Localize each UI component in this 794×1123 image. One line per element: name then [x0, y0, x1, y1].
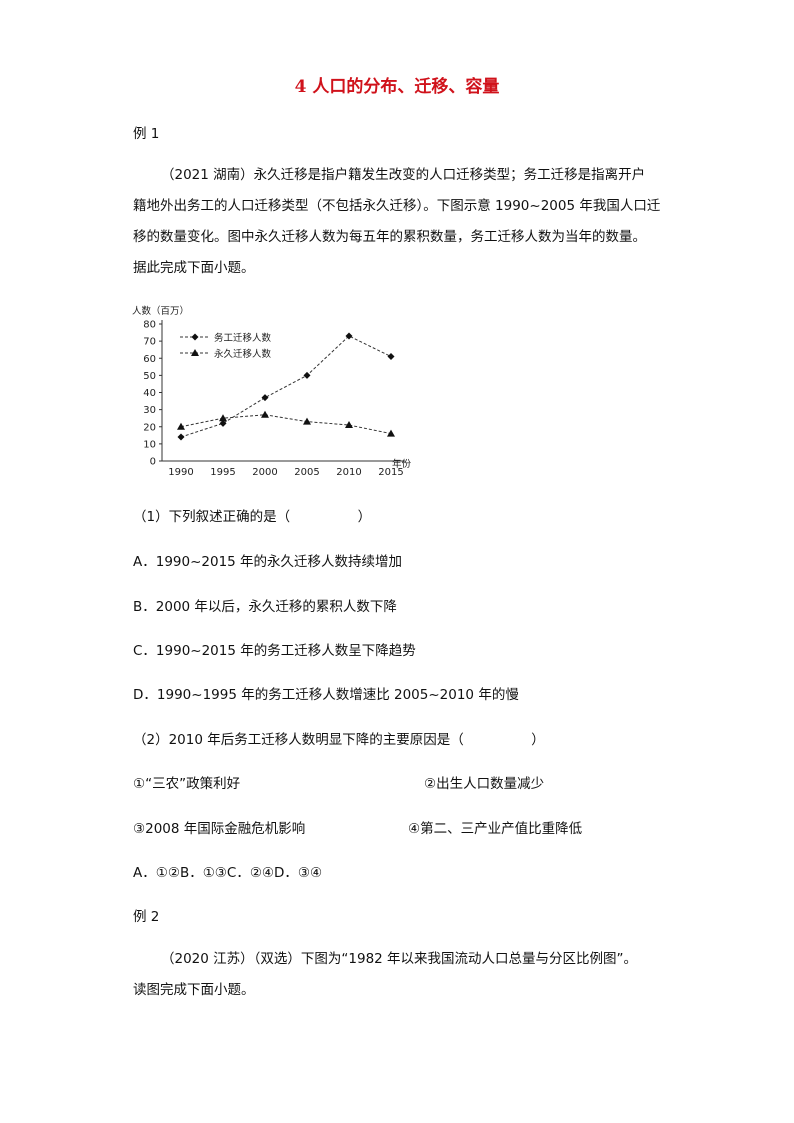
- question-2-item-1: ①“三农”政策利好: [133, 776, 241, 792]
- para-line: 籍地外出务工的人口迁移类型（不包括永久迁移）。下图示意 1990~2005 年我…: [133, 198, 661, 214]
- data-point: [261, 410, 269, 418]
- question-2-item-2: ②出生人口数量减少: [424, 776, 545, 792]
- migration-line-chart: 人数（百万） 年份 0 10 20 30 40 50 60 70 80 1990 1995 2000 200…: [132, 305, 412, 478]
- legend-marker: [191, 349, 199, 356]
- y-tick-label: 20: [143, 422, 156, 433]
- data-point: [261, 394, 269, 402]
- data-point: [177, 422, 185, 430]
- legend-marker: [191, 333, 199, 341]
- data-point: [303, 371, 311, 379]
- data-point: [219, 414, 227, 422]
- x-tick-label: 2015: [378, 467, 403, 478]
- question-2-item-4: ④第二、三产业产值比重降低: [408, 821, 583, 837]
- question-1-option-d: D．1990~1995 年的务工迁移人数增速比 2005~2010 年的慢: [133, 687, 519, 703]
- para-line: 移的数量变化。图中永久迁移人数为每五年的累积数量，务工迁移人数为当年的数量。: [133, 229, 646, 245]
- x-axis-label: 年份: [392, 458, 412, 470]
- example-1-label: 例 1: [133, 126, 160, 142]
- y-axis-label: 人数（百万）: [132, 305, 189, 317]
- y-tick-label: 80: [143, 320, 156, 331]
- y-tick-label: 50: [143, 371, 156, 382]
- x-tick-label: 2005: [294, 467, 319, 478]
- x-tick-label: 2000: [252, 467, 277, 478]
- data-point: [387, 429, 395, 437]
- data-point: [345, 421, 353, 429]
- y-tick-label: 10: [143, 439, 156, 450]
- x-tick-label: 1990: [168, 467, 193, 478]
- para-line: 据此完成下面小题。: [133, 260, 255, 276]
- page-title: 4 人口的分布、迁移、容量: [294, 77, 500, 97]
- para-line: （2021 湖南）永久迁移是指户籍发生改变的人口迁移类型；务工迁移是指离开户: [161, 167, 646, 183]
- example-1-paragraph: （2021 湖南）永久迁移是指户籍发生改变的人口迁移类型；务工迁移是指离开户 籍…: [133, 160, 673, 284]
- para-line: （2020 江苏）（双选）下图为“1982 年以来我国流动人口总量与分区比例图”…: [161, 951, 638, 967]
- question-1-option-b: B．2000 年以后，永久迁移的累积人数下降: [133, 599, 397, 615]
- data-point: [177, 433, 185, 441]
- data-point: [345, 332, 353, 340]
- example-2-paragraph: （2020 江苏）（双选）下图为“1982 年以来我国流动人口总量与分区比例图”…: [133, 944, 673, 1006]
- series-line-2: [180, 414, 392, 435]
- question-1-option-a: A．1990~2015 年的永久迁移人数持续增加: [133, 554, 403, 570]
- y-tick-label: 40: [143, 388, 156, 399]
- series-line-1: [180, 335, 392, 438]
- question-1-stem: （1）下列叙述正确的是（ ）: [133, 509, 372, 525]
- data-point: [219, 419, 227, 427]
- question-2-stem: （2）2010 年后务工迁移人数明显下降的主要原因是（ ）: [133, 732, 545, 748]
- example-2-label: 例 2: [133, 909, 160, 925]
- y-tick-label: 30: [143, 405, 156, 416]
- question-1-option-c: C．1990~2015 年的务工迁移人数呈下降趋势: [133, 643, 416, 659]
- data-point: [303, 417, 311, 425]
- y-tick-label: 60: [143, 354, 156, 365]
- x-tick-label: 2010: [336, 467, 361, 478]
- y-tick-label: 0: [150, 457, 156, 468]
- data-point: [387, 353, 395, 361]
- y-tick-label: 70: [143, 337, 156, 348]
- question-2-item-3: ③2008 年国际金融危机影响: [133, 821, 306, 837]
- legend-label: 永久迁移人数: [214, 348, 272, 360]
- para-line: 读图完成下面小题。: [133, 982, 255, 998]
- x-tick-label: 1995: [210, 467, 235, 478]
- legend-label: 务工迁移人数: [214, 332, 272, 344]
- question-2-answers: A．①②B．①③C．②④D．③④: [133, 865, 323, 881]
